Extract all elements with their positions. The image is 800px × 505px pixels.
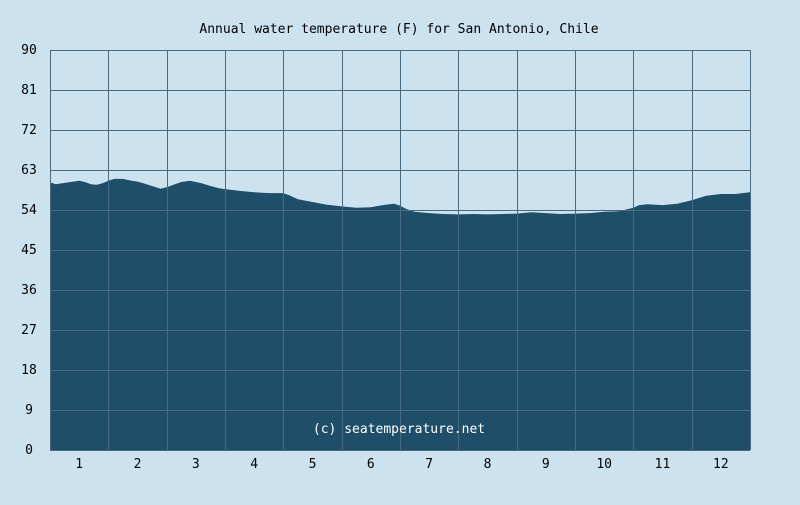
x-tick-label: 9 <box>542 457 550 472</box>
x-tick-label: 7 <box>425 457 433 472</box>
credit-text: (c) seatemperature.net <box>313 422 485 437</box>
y-tick-label: 63 <box>21 163 37 178</box>
chart-title: Annual water temperature (F) for San Ant… <box>199 22 598 37</box>
x-tick-label: 3 <box>192 457 200 472</box>
x-tick-label: 11 <box>655 457 671 472</box>
x-tick-label: 8 <box>484 457 492 472</box>
y-tick-label: 0 <box>25 443 33 458</box>
x-tick-label: 12 <box>713 457 729 472</box>
x-tick-label: 4 <box>250 457 258 472</box>
x-tick-label: 10 <box>596 457 612 472</box>
y-tick-label: 54 <box>21 203 37 218</box>
x-tick-label: 5 <box>309 457 317 472</box>
x-tick-label: 1 <box>75 457 83 472</box>
x-tick-label: 2 <box>134 457 142 472</box>
y-tick-label: 90 <box>21 43 37 58</box>
x-tick-label: 6 <box>367 457 375 472</box>
y-tick-label: 81 <box>21 83 37 98</box>
y-tick-label: 36 <box>21 283 37 298</box>
y-tick-label: 9 <box>25 403 33 418</box>
y-tick-label: 27 <box>21 323 37 338</box>
y-tick-label: 45 <box>21 243 37 258</box>
y-tick-label: 72 <box>21 123 37 138</box>
y-tick-label: 18 <box>21 363 37 378</box>
